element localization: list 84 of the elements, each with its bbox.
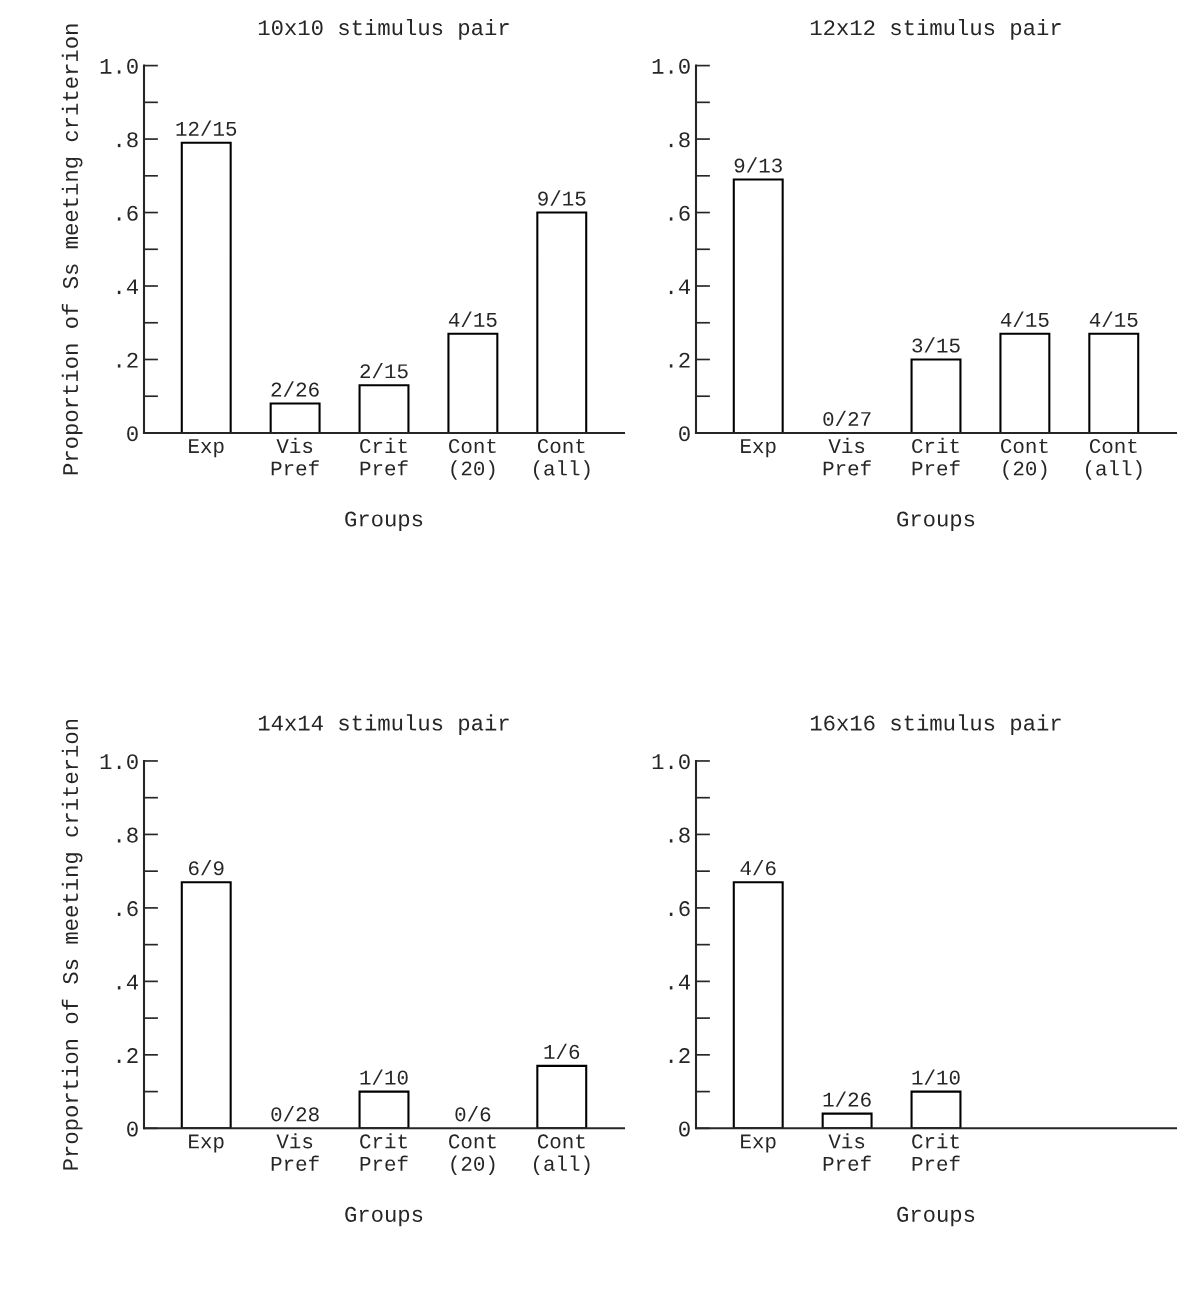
y-tick-label: 1.0 — [652, 754, 690, 770]
y-tick-label: .8 — [117, 132, 138, 148]
x-tick-label: Crit Pref — [360, 1133, 408, 1171]
data-label: 9/15 — [538, 190, 586, 206]
data-label: 4/6 — [740, 859, 776, 876]
data-label: 0/27 — [823, 410, 871, 427]
y-tick-label: .2 — [117, 352, 138, 368]
bar — [910, 358, 962, 433]
x-tick-label: Crit Pref — [912, 437, 960, 476]
bar — [910, 1090, 962, 1129]
x-tick-label: Cont (20) — [449, 438, 496, 480]
x-tick-label: Crit Pref — [360, 437, 408, 476]
y-tick-label: .4 — [117, 974, 139, 990]
data-label: 1/6 — [544, 1043, 580, 1059]
bar — [180, 881, 232, 1129]
y-tick-label: .6 — [669, 901, 690, 917]
chart-title: 16x16 stimulus pair — [810, 714, 1061, 736]
x-axis-title: Groups — [897, 511, 975, 531]
y-tick-label: .2 — [669, 1048, 690, 1063]
data-label: 0/6 — [455, 1106, 491, 1122]
x-tick-label: Cont (20) — [1001, 438, 1048, 480]
data-label: 2/15 — [360, 363, 408, 379]
bar — [358, 1090, 410, 1129]
data-label: 1/10 — [360, 1069, 408, 1085]
x-tick-label: Cont (all) — [534, 438, 590, 480]
x-tick-label: Cont (20) — [449, 1134, 496, 1176]
chart-title: 14x14 stimulus pair — [258, 714, 509, 736]
data-label: 6/9 — [189, 859, 224, 876]
data-label: 2/26 — [271, 381, 319, 397]
data-label: 4/15 — [448, 311, 497, 327]
x-axis-title: Groups — [897, 1206, 975, 1227]
y-tick-label: 1.0 — [100, 754, 138, 770]
y-tick-label: 0 — [679, 426, 690, 442]
y-tick-label: .8 — [669, 132, 690, 148]
data-label: 1/26 — [823, 1091, 871, 1107]
bar — [536, 211, 588, 433]
y-tick-label: .6 — [117, 901, 138, 917]
y-tick-label: .4 — [669, 974, 691, 990]
y-tick-label: 1.0 — [100, 58, 138, 74]
x-tick-label: Cont (all) — [534, 1134, 590, 1176]
data-label: 4/15 — [1089, 311, 1138, 327]
bar — [732, 178, 784, 433]
y-tick-label: 1.0 — [652, 58, 690, 74]
y-tick-label: .6 — [669, 205, 690, 221]
x-tick-label: Exp — [741, 1134, 776, 1153]
y-tick-label: .6 — [117, 205, 138, 221]
y-tick-label: .2 — [117, 1048, 138, 1063]
bar — [999, 332, 1051, 433]
chart-title: 12x12 stimulus pair — [810, 18, 1061, 40]
y-axis-title: Proportion of Ss meeting criterion — [61, 719, 83, 1170]
x-axis-title: Groups — [345, 511, 423, 531]
x-axis-title: Groups — [345, 1206, 423, 1227]
data-label: 12/15 — [176, 120, 237, 136]
bar — [447, 332, 499, 433]
x-tick-label: Vis Pref — [823, 1133, 871, 1171]
data-label: 4/15 — [1000, 311, 1049, 327]
y-tick-label: .4 — [117, 279, 139, 295]
y-tick-label: .4 — [669, 279, 691, 295]
x-tick-label: Cont (all) — [1086, 438, 1142, 480]
x-tick-label: Crit Pref — [912, 1133, 960, 1171]
x-tick-label: Exp — [741, 439, 776, 458]
data-label: 9/13 — [734, 157, 782, 173]
bar — [536, 1064, 588, 1129]
y-tick-label: .2 — [669, 352, 690, 368]
y-tick-label: .8 — [117, 827, 138, 843]
data-label: 3/15 — [912, 337, 960, 353]
bar — [358, 384, 410, 433]
x-tick-label: Vis Pref — [823, 437, 871, 476]
chart-title: 10x10 stimulus pair — [258, 18, 509, 40]
y-axis-title: Proportion of Ss meeting criterion — [61, 24, 83, 475]
bar — [269, 402, 321, 433]
y-tick-label: 0 — [679, 1121, 690, 1137]
bar — [732, 881, 784, 1129]
x-tick-label: Vis Pref — [271, 1133, 319, 1171]
y-tick-label: 0 — [127, 1121, 138, 1137]
data-label: 0/28 — [271, 1106, 319, 1122]
x-tick-label: Exp — [189, 1134, 224, 1153]
x-tick-label: Vis Pref — [271, 437, 319, 476]
data-label: 1/10 — [912, 1069, 960, 1085]
x-tick-label: Exp — [189, 439, 224, 458]
bar — [180, 141, 232, 433]
y-tick-label: 0 — [127, 426, 138, 442]
bar — [1088, 332, 1140, 433]
y-tick-label: .8 — [669, 827, 690, 843]
